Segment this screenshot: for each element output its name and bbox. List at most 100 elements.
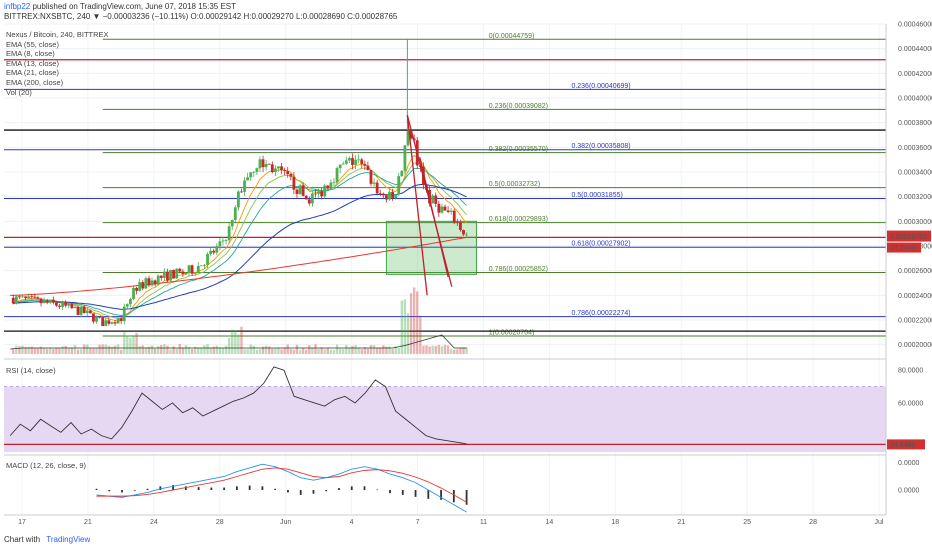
candle-body: [304, 195, 308, 200]
macd-histogram-bar: [427, 490, 430, 499]
legend-ema-8[interactable]: EMA (8, close): [6, 49, 55, 59]
volume-bar: [39, 346, 43, 354]
price-tick-label: 0.00038000: [898, 120, 932, 127]
fib-level-label: 0.618(0.00029893): [489, 216, 548, 223]
candle-body: [258, 159, 262, 169]
volume-bar: [329, 349, 333, 354]
candle-body: [255, 168, 259, 172]
volume-bar: [317, 348, 320, 354]
volume-bar: [76, 349, 80, 354]
candle-body: [326, 185, 330, 189]
legend-ema-21[interactable]: EMA (21, close): [6, 68, 59, 78]
candle-body: [400, 170, 404, 177]
candle-body: [33, 296, 37, 298]
candle-body: [92, 313, 95, 322]
volume-bar: [400, 300, 404, 354]
candle-body: [249, 172, 253, 178]
candle-body: [42, 300, 46, 304]
macd-histogram-bar: [401, 490, 404, 495]
macd-histogram-bar: [95, 488, 98, 490]
volume-bar: [101, 344, 104, 354]
volume-bar: [459, 348, 462, 354]
candle-body: [122, 306, 126, 322]
candle-body: [277, 166, 280, 169]
candle-body: [119, 318, 123, 322]
candle-body: [437, 203, 441, 213]
date-tick-label: 14: [545, 519, 553, 526]
fib-level-label: 0.5(0.00032732): [489, 181, 540, 188]
candle-body: [138, 282, 142, 291]
candle-body: [172, 269, 176, 279]
candle-body: [85, 310, 89, 314]
volume-bar: [107, 345, 111, 354]
candle-body: [298, 185, 302, 195]
volume-bar: [184, 345, 188, 354]
candle-body: [403, 145, 407, 171]
trendline: [406, 115, 428, 296]
macd-histogram-bar: [414, 490, 417, 497]
volume-bar: [98, 344, 101, 354]
volume-bar: [397, 347, 400, 354]
macd-histogram-bar: [363, 486, 366, 490]
volume-bar: [82, 344, 86, 354]
macd-histogram-bar: [325, 490, 328, 492]
macd-label[interactable]: MACD (12, 26, close, 9): [6, 461, 87, 470]
volume-bar: [221, 347, 225, 354]
candle-body: [292, 176, 296, 190]
macd-histogram-bar: [350, 486, 353, 490]
volume-bar: [449, 348, 453, 354]
candle-body: [310, 193, 314, 204]
ticker-line: BITTREX:NXSBTC, 240 ▼ −0.00003236 (−10.1…: [4, 12, 398, 21]
candle-body: [388, 191, 391, 200]
volume-bar: [234, 330, 237, 354]
volume-bar: [119, 349, 123, 354]
volume-bar: [237, 334, 240, 354]
volume-bar: [42, 348, 46, 354]
volume-bar: [446, 345, 450, 354]
candle-body: [70, 303, 74, 309]
date-tick-label: 24: [150, 519, 158, 526]
candle-body: [61, 302, 64, 307]
candle-body: [233, 207, 237, 220]
candle-body: [252, 171, 256, 173]
volume-bar: [218, 347, 222, 354]
volume-bar: [172, 346, 175, 354]
volume-bar: [116, 344, 120, 354]
volume-bar: [308, 345, 311, 354]
volume-bar: [24, 347, 27, 354]
candle-body: [301, 185, 305, 196]
volume-bar: [175, 348, 178, 354]
rsi-tick-label: 80.0000: [898, 368, 923, 375]
volume-bar: [416, 291, 419, 354]
volume-bar: [258, 349, 262, 354]
legend-volume[interactable]: Vol (20): [6, 87, 32, 97]
rsi-label[interactable]: RSI (14, close): [6, 366, 56, 375]
candle-body: [51, 299, 55, 303]
candle-body: [11, 297, 15, 304]
legend-ema-200[interactable]: EMA (200, close): [6, 77, 64, 87]
candle-body: [212, 250, 216, 253]
volume-bar: [132, 336, 135, 354]
price-tick-label: 0.00040000: [898, 96, 932, 103]
volume-bar: [49, 347, 52, 354]
candle-body: [440, 206, 444, 213]
ema-8-line: [13, 154, 467, 322]
macd-histogram-bar: [235, 486, 238, 490]
candles-layer: [11, 39, 468, 327]
macd-histogram-bar: [376, 489, 379, 491]
candle-body: [162, 271, 166, 278]
volume-bar: [104, 344, 107, 354]
candle-body: [270, 164, 274, 173]
candle-body: [317, 191, 320, 194]
tradingview-logo[interactable]: TradingView: [46, 535, 91, 544]
price-tick-label: 0.00022000: [898, 318, 932, 325]
rsi-value-tag: [887, 439, 925, 450]
legend-ema-13[interactable]: EMA (13, close): [6, 58, 59, 68]
macd-histogram-bar: [248, 485, 251, 490]
candle-body: [320, 191, 324, 197]
author-link[interactable]: infbp22: [4, 2, 31, 11]
volume-bar: [160, 345, 163, 354]
volume-bar: [311, 347, 314, 354]
legend-ema-55[interactable]: EMA (55, close): [6, 39, 59, 49]
